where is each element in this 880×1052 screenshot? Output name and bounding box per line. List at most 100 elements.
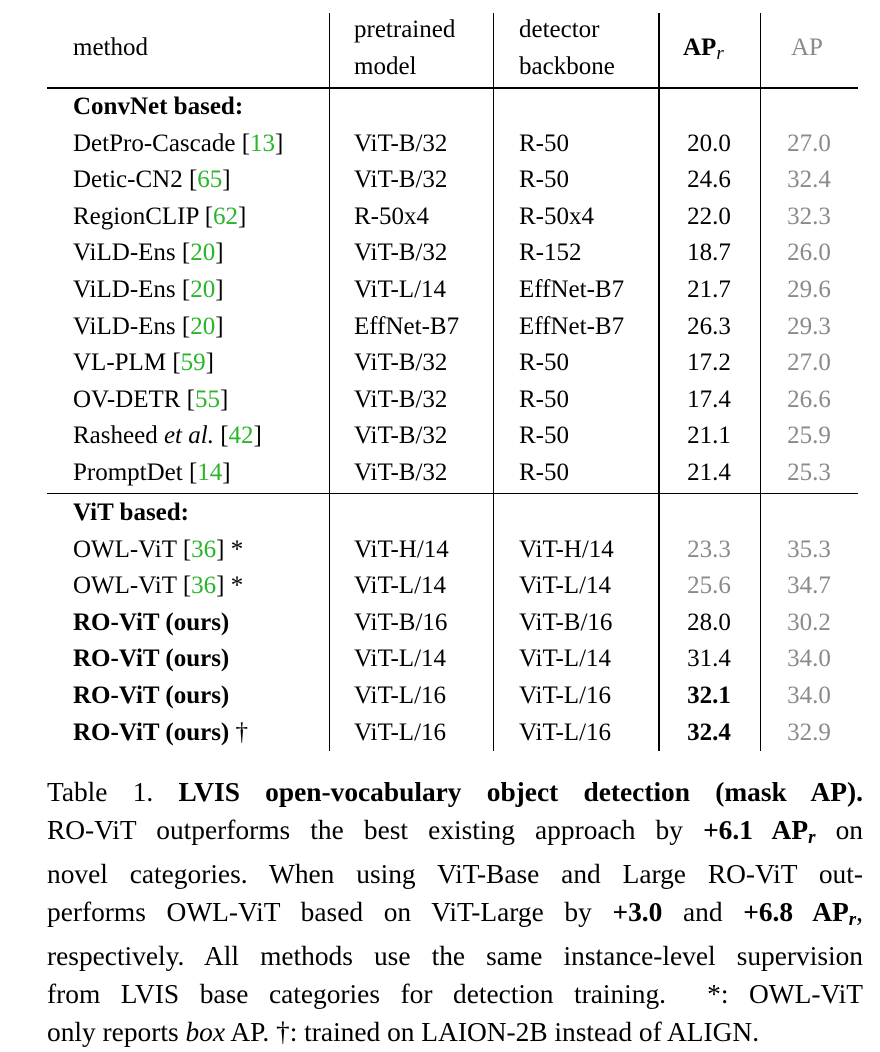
method-cell: Rasheed et al. [42] — [73, 422, 262, 450]
method-cell: OWL-ViT [36] * — [73, 572, 244, 600]
pretrained-cell: ViT-H/14 — [354, 535, 449, 563]
apr-cell: 24.6 — [687, 166, 731, 194]
backbone-cell: EffNet-B7 — [519, 312, 625, 340]
ap-cell: 32.3 — [787, 202, 831, 230]
method-cell: ViLD-Ens [20] — [73, 239, 224, 267]
vrule-detector-thick — [658, 13, 660, 751]
backbone-cell: R-152 — [519, 239, 582, 267]
caption-line: from LVIS base categories for detection … — [47, 978, 863, 1009]
pretrained-cell: ViT-B/32 — [354, 166, 448, 194]
vrule-method — [329, 13, 330, 751]
ap-cell: 27.0 — [787, 349, 831, 377]
apr-cell: 17.2 — [687, 349, 731, 377]
table-caption: Table 1. LVIS open-vocabulary object det… — [47, 774, 863, 1051]
backbone-cell: R-50 — [519, 129, 569, 157]
apr-cell: 25.6 — [687, 572, 731, 600]
backbone-cell: ViT-B/16 — [519, 608, 613, 636]
ap-cell: 29.6 — [787, 276, 831, 303]
pretrained-cell: EffNet-B7 — [354, 312, 460, 340]
pretrained-cell: ViT-L/16 — [354, 718, 447, 746]
ap-cell: 34.0 — [787, 645, 831, 673]
apr-cell: 28.0 — [687, 608, 731, 636]
pretrained-cell: ViT-L/16 — [354, 682, 447, 709]
pretrained-cell: ViT-L/14 — [354, 645, 447, 673]
ap-cell: 32.4 — [787, 166, 831, 194]
header-ap: AP — [791, 34, 823, 61]
method-cell: RO-ViT (ours) — [73, 682, 230, 709]
pretrained-cell: ViT-L/14 — [354, 572, 447, 600]
ap-cell: 29.3 — [787, 312, 831, 340]
apr-cell: 26.3 — [687, 312, 731, 340]
apr-cell: 17.4 — [687, 385, 731, 413]
ap-cell: 25.9 — [787, 422, 831, 450]
backbone-cell: R-50 — [519, 166, 569, 194]
caption-line: only reports box AP. †: trained on LAION… — [47, 1016, 760, 1047]
header-rule — [47, 87, 858, 89]
caption-line: performs OWL-ViT based on ViT-Large by +… — [47, 896, 863, 930]
caption-line: novel categories. When using ViT-Base an… — [47, 859, 863, 890]
backbone-cell: ViT-L/16 — [519, 682, 612, 709]
header-apr: APr — [683, 34, 724, 64]
header-detector-line1: detector — [519, 16, 600, 43]
method-cell: RO-ViT (ours) — [73, 645, 230, 673]
method-cell: DetPro-Cascade [13] — [73, 129, 284, 157]
backbone-cell: ViT-L/14 — [519, 572, 612, 600]
ap-cell: 30.2 — [787, 608, 831, 636]
pretrained-cell: ViT-B/32 — [354, 422, 448, 450]
ap-cell: 27.0 — [787, 129, 831, 157]
results-table: method pretrained model detector backbon… — [47, 13, 858, 751]
header-detector-line2: backbone — [519, 53, 615, 80]
backbone-cell: ViT-L/14 — [519, 645, 612, 673]
pretrained-cell: ViT-L/14 — [354, 276, 447, 303]
apr-cell: 21.4 — [687, 459, 731, 486]
apr-cell: 31.4 — [687, 645, 731, 673]
group-rule — [47, 493, 858, 494]
backbone-cell: R-50 — [519, 385, 569, 413]
apr-cell: 32.1 — [687, 682, 731, 709]
ap-cell: 35.3 — [787, 535, 831, 563]
backbone-cell: ViT-H/14 — [519, 535, 614, 563]
ap-cell: 25.3 — [787, 459, 831, 486]
backbone-cell: R-50 — [519, 459, 569, 486]
apr-cell: 23.3 — [687, 535, 731, 563]
method-cell: RegionCLIP [62] — [73, 202, 247, 230]
backbone-cell: R-50x4 — [519, 202, 594, 230]
pretrained-cell: ViT-B/32 — [354, 239, 448, 267]
method-cell: PromptDet [14] — [73, 459, 231, 486]
pretrained-cell: R-50x4 — [354, 202, 429, 230]
method-cell: RO-ViT (ours) † — [73, 718, 248, 746]
header-method: method — [73, 34, 148, 61]
method-cell: VL-PLM [59] — [73, 349, 214, 377]
header-pretrained-line1: pretrained — [354, 16, 456, 43]
caption-line: Table 1. LVIS open-vocabulary object det… — [47, 777, 863, 807]
ap-cell: 34.7 — [787, 572, 831, 600]
caption-line: RO-ViT outperforms the best existing app… — [47, 814, 863, 848]
pretrained-cell: ViT-B/32 — [354, 459, 448, 486]
apr-cell: 20.0 — [687, 129, 731, 157]
vrule-apr — [760, 13, 761, 751]
vrule-pretrained — [493, 13, 494, 751]
method-cell: RO-ViT (ours) — [73, 608, 230, 636]
ap-cell: 26.0 — [787, 239, 831, 267]
apr-cell: 21.7 — [687, 276, 731, 303]
method-cell: OWL-ViT [36] * — [73, 535, 244, 563]
pretrained-cell: ViT-B/32 — [354, 385, 448, 413]
ap-cell: 32.9 — [787, 718, 831, 746]
apr-cell: 18.7 — [687, 239, 731, 267]
method-cell: ViLD-Ens [20] — [73, 312, 224, 340]
header-pretrained-line2: model — [354, 53, 417, 80]
apr-cell: 32.4 — [687, 718, 731, 746]
method-cell: ViLD-Ens [20] — [73, 276, 224, 303]
apr-cell: 21.1 — [687, 422, 731, 450]
pretrained-cell: ViT-B/32 — [354, 129, 448, 157]
caption-line: respectively. All methods use the same i… — [47, 941, 863, 972]
apr-cell: 22.0 — [687, 202, 731, 230]
method-cell: OV-DETR [55] — [73, 385, 229, 413]
pretrained-cell: ViT-B/16 — [354, 608, 448, 636]
method-cell: Detic-CN2 [65] — [73, 166, 231, 194]
backbone-cell: ViT-L/16 — [519, 718, 612, 746]
backbone-cell: R-50 — [519, 422, 569, 450]
ap-cell: 34.0 — [787, 682, 831, 709]
group-label: ViT based: — [73, 499, 190, 526]
backbone-cell: EffNet-B7 — [519, 276, 625, 303]
